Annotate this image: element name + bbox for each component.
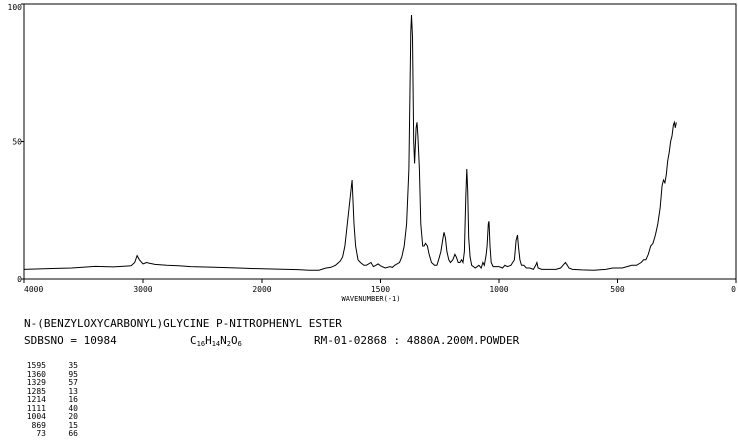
peak-wavenumber: 1329: [26, 378, 46, 387]
peak-transmittance: 66: [68, 429, 78, 438]
x-tick-label: 2000: [252, 285, 271, 294]
x-tick-label: 1500: [371, 285, 390, 294]
peak-transmittance: 20: [68, 412, 78, 421]
compound-name: N-(BENZYLOXYCARBONYL)GLYCINE P-NITROPHEN…: [24, 317, 342, 330]
peak-row: 1360 95: [24, 369, 104, 380]
spectrum-line: [23, 14, 677, 271]
peak-row: 1595 35: [24, 361, 104, 371]
sdbs-number: SDBSNO = 10984: [24, 334, 117, 347]
peak-transmittance: 16: [68, 395, 78, 404]
peak-row: 1111 40: [24, 403, 104, 414]
peak-wavenumber: 1004: [26, 412, 46, 421]
x-axis: 4000 3000 2000 1500 1000 500 0: [23, 279, 737, 294]
peak-transmittance: 35: [68, 361, 78, 370]
compound-meta: SDBSNO = 10984 C16H14N2O6 RM-01-02868 : …: [24, 334, 519, 386]
peak-row: 73 66: [24, 429, 104, 439]
peak-transmittance: 13: [68, 386, 78, 396]
measurement-ref: RM-01-02868 : 4880A.200M.POWDER: [314, 334, 520, 347]
peak-row: 1329 57: [24, 378, 104, 388]
peak-wavenumber: 73: [36, 429, 46, 438]
peak-wavenumber: 1595: [26, 361, 46, 370]
peak-transmittance: 95: [68, 369, 78, 379]
x-tick-label: 1000: [489, 285, 508, 294]
peak-wavenumber: 1111: [26, 403, 46, 413]
y-tick-label: 100: [8, 3, 23, 12]
peak-transmittance: 15: [68, 420, 78, 430]
peak-wavenumber: 1360: [26, 369, 46, 379]
x-tick-label: 0: [731, 285, 736, 294]
spectrum-chart: 4000 3000 2000 1500 1000 500 0 0 50 100 WAVENUMB…: [8, 3, 737, 303]
x-tick-label: 4000: [24, 285, 43, 294]
peak-wavenumber: 1214: [26, 395, 46, 404]
peak-row: 869 15: [24, 420, 104, 431]
peak-transmittance: 57: [68, 378, 78, 387]
peak-wavenumber: 1285: [26, 386, 46, 396]
y-tick-label: 50: [12, 138, 22, 147]
y-tick-label: 0: [17, 275, 22, 284]
x-axis-label: WAVENUMBER(-1): [341, 295, 400, 303]
peak-row: 1004 20: [24, 412, 104, 422]
peak-row: 1285 13: [24, 386, 104, 397]
peak-transmittance: 40: [68, 403, 78, 413]
x-tick-label: 500: [610, 285, 625, 294]
y-axis: 0 50 100: [8, 3, 24, 284]
peak-row: 1214 16: [24, 395, 104, 405]
peak-table: 1595 35 1360 95 1329 57 1285 13 1214 16 1111 40 1004…: [24, 361, 104, 439]
peak-wavenumber: 869: [31, 420, 46, 430]
plot-frame: [23, 3, 737, 280]
x-tick-label: 3000: [133, 285, 152, 294]
molecular-formula: C16H14N2O6: [190, 334, 242, 348]
